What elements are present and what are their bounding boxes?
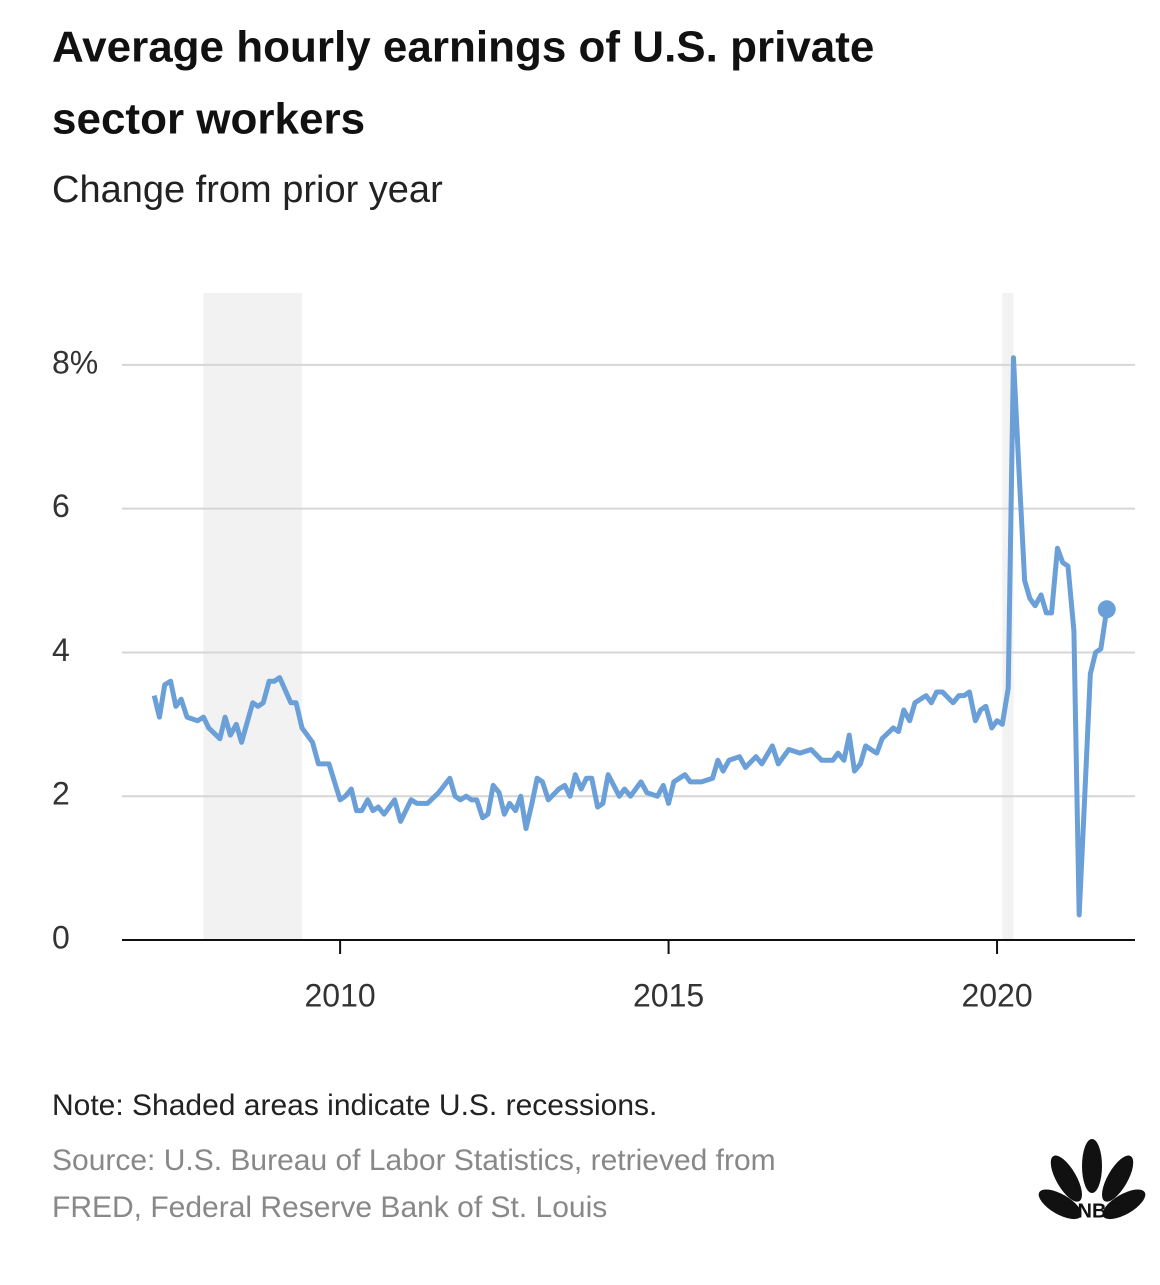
data-line xyxy=(151,355,1110,918)
logo: CNBC xyxy=(1038,1139,1146,1222)
note: Note: Shaded areas indicate U.S. recessi… xyxy=(52,1089,657,1122)
chart-subtitle: Change from prior year xyxy=(52,169,443,211)
x-tick-label: 2010 xyxy=(305,977,376,1013)
plot-area: 0 2 4 6 8% 2010 2015 2020 xyxy=(52,293,1135,1013)
logo-peacock xyxy=(1038,1139,1146,1220)
x-tick-label: 2020 xyxy=(961,977,1032,1013)
y-tick-label: 0 xyxy=(52,919,70,955)
chart-title: sector workers xyxy=(52,95,365,144)
x-tick-label: 2015 xyxy=(633,977,704,1013)
y-tick-label: 6 xyxy=(52,488,70,524)
chart-title: Average hourly earnings of U.S. private xyxy=(52,23,874,72)
source: FRED, Federal Reserve Bank of St. Louis xyxy=(52,1191,607,1224)
logo-text: CNBC xyxy=(1063,1200,1121,1222)
y-tick-label: 2 xyxy=(52,776,70,812)
end-marker xyxy=(1097,600,1116,619)
y-tick-label: 8% xyxy=(52,344,98,380)
recession-shade xyxy=(203,293,303,940)
source: Source: U.S. Bureau of Labor Statistics,… xyxy=(52,1144,776,1177)
y-tick-label: 4 xyxy=(52,632,70,668)
